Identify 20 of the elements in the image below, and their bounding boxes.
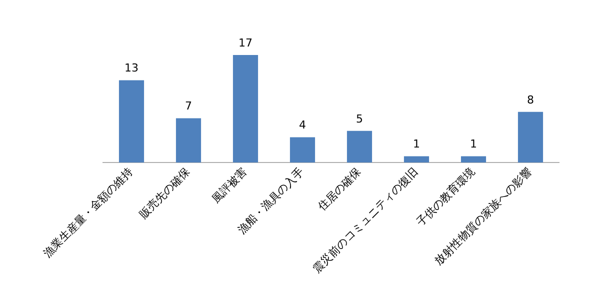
bar xyxy=(404,156,430,163)
x-tick-label: 風評被害 xyxy=(209,165,250,206)
bar xyxy=(232,54,258,163)
x-tick-label: 漁業生産量・金額の維持 xyxy=(40,165,136,260)
data-label: 1 xyxy=(470,138,477,151)
x-tick-label: 住居の確保 xyxy=(316,165,364,214)
data-label: 8 xyxy=(527,93,534,106)
bar xyxy=(118,80,144,163)
data-label: 7 xyxy=(185,100,192,113)
bar xyxy=(176,118,202,163)
data-label: 13 xyxy=(124,62,138,75)
x-tick-label: 販売先の確保 xyxy=(136,165,193,222)
bar xyxy=(460,156,486,163)
data-label: 5 xyxy=(356,112,363,126)
bar xyxy=(346,130,372,163)
data-label: 1 xyxy=(413,138,420,151)
data-label: 4 xyxy=(299,118,306,132)
data-label: 17 xyxy=(238,36,252,50)
bar xyxy=(290,137,316,163)
bar xyxy=(518,112,544,163)
